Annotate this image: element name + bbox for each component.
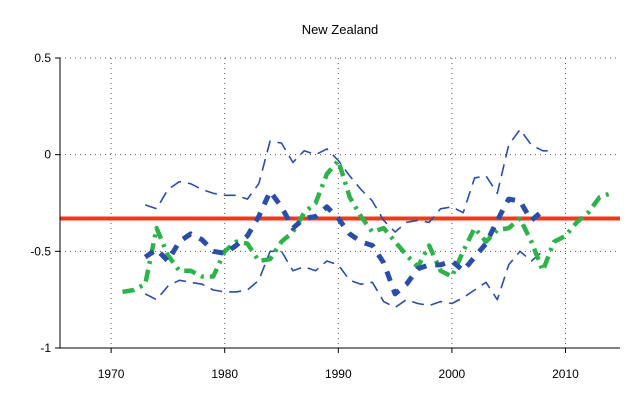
y-tick-labels: 0.5 0 -0.5 -1 xyxy=(30,51,51,355)
y-tick-label: 0.5 xyxy=(34,51,51,65)
x-tick-label: 1970 xyxy=(98,367,125,381)
y-tick-label: 0 xyxy=(44,148,51,162)
y-tick-label: -0.5 xyxy=(30,244,51,258)
x-tick-label: 1990 xyxy=(325,367,352,381)
series-line-blue-dashed-thick xyxy=(143,188,545,297)
axes xyxy=(55,57,620,353)
x-tick-label: 2010 xyxy=(552,367,579,381)
x-tick-label: 1980 xyxy=(211,367,238,381)
series-line-blue-dashed-upper xyxy=(144,128,555,233)
x-tick-label: 2000 xyxy=(439,367,466,381)
series-layer xyxy=(60,128,620,309)
grid xyxy=(60,57,620,348)
series-line-blue-dashed-lower xyxy=(144,250,544,309)
chart-title: New Zealand xyxy=(302,22,379,37)
x-tick-labels: 1970 1980 1990 2000 2010 xyxy=(98,367,579,381)
series-line-green-dashdot xyxy=(122,158,612,295)
y-tick-label: -1 xyxy=(40,341,51,355)
